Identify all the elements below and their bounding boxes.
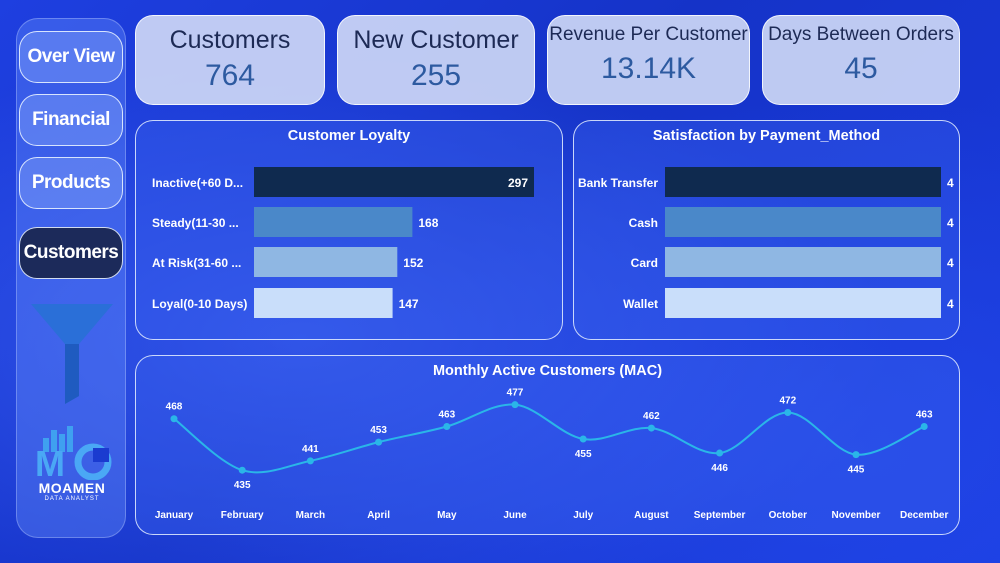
mac-data-point [306,457,314,465]
kpi-days-between-orders-card: Days Between Orders 45 [762,15,960,105]
loyalty-category-label: Loyal(0-10 Days) [152,297,247,311]
mac-data-point [647,424,655,432]
mac-title: Monthly Active Customers (MAC) [432,363,663,379]
nav-financial-button[interactable]: Financial [19,94,123,146]
satisfaction-value-label: 4 [947,216,954,230]
logo-name: MOAMEN [38,480,106,496]
kpi-revenue-value: 13.14K [600,52,697,85]
mac-x-tick-label: February [221,510,264,521]
mac-x-tick-label: July [573,510,593,521]
satisfaction-category-label: Bank Transfer [578,176,658,190]
mac-x-tick-label: May [437,510,457,521]
mac-x-tick-label: April [367,510,390,521]
satisfaction-category-label: Cash [629,216,658,230]
satisfaction-chart: Bank Transfer 4 Cash 4 Card 4 Wallet 4 [578,167,954,318]
mac-value-label: 453 [370,425,387,436]
mac-value-label: 441 [302,444,319,455]
mac-value-label: 468 [166,402,183,413]
mac-data-point [170,415,178,423]
loyalty-bar [254,288,393,318]
mac-data-point [716,449,724,457]
kpi-customers-card: Customers 764 [135,15,325,105]
satisfaction-title: Satisfaction by Payment_Method [652,128,881,144]
mac-data-point [579,435,587,443]
loyalty-bar [254,247,398,277]
loyalty-bar [254,167,534,197]
kpi-revenue-title: Revenue Per Customer [549,24,748,45]
satisfaction-bar [665,207,941,237]
nav-overview-button[interactable]: Over View [19,31,123,83]
mac-data-point [784,408,792,416]
satisfaction-value-label: 4 [947,256,954,270]
satisfaction-bar [665,288,941,318]
loyalty-value-label: 297 [508,176,528,190]
kpi-customers-title: Customers [169,26,291,54]
logo-subtitle: DATA ANALYST [44,496,100,502]
kpi-new-customer-title: New Customer [353,26,519,54]
loyalty-value-label: 168 [418,216,438,230]
mac-panel: Monthly Active Customers (MAC) 468 Januar… [135,355,960,535]
mac-data-point [238,466,246,474]
svg-text:M: M [35,443,65,480]
mac-value-label: 446 [711,463,728,474]
kpi-new-customer-card: New Customer 255 [337,15,535,105]
mac-x-tick-label: November [832,510,881,521]
mac-chart: 468 January 435 February 441 March 453 April 463… [155,388,949,521]
sidebar: Over View Financial Products Customers M… [16,18,126,538]
mac-data-point [443,423,451,431]
loyalty-category-label: At Risk(31-60 ... [152,256,241,270]
satisfaction-value-label: 4 [947,297,954,311]
loyalty-category-label: Steady(11-30 ... [152,216,239,230]
nav-products-button[interactable]: Products [19,157,123,209]
loyalty-bar [254,207,413,237]
mac-data-point [511,401,519,409]
satisfaction-bar [665,247,941,277]
loyalty-value-label: 147 [399,297,419,311]
mac-series-line [173,403,925,474]
mac-data-point [920,423,928,431]
satisfaction-panel: Satisfaction by Payment_Method Bank Tran… [573,120,960,340]
satisfaction-value-label: 4 [947,176,954,190]
customer-loyalty-title: Customer Loyalty [287,128,411,144]
mac-value-label: 445 [848,465,865,476]
mac-x-tick-label: March [296,510,325,521]
kpi-revenue-per-customer-card: Revenue Per Customer 13.14K [547,15,750,105]
mac-data-point [852,451,860,459]
loyalty-category-label: Inactive(+60 D... [152,176,243,190]
mac-value-label: 455 [575,449,592,460]
mac-data-point [375,438,383,446]
loyalty-value-label: 152 [403,256,423,270]
mac-x-tick-label: December [900,510,948,521]
customer-loyalty-chart: Inactive(+60 D... 297 Steady(11-30 ... 168 A… [152,167,534,318]
satisfaction-category-label: Card [631,256,658,270]
logo-icon: M [35,426,112,484]
mac-x-tick-label: October [769,510,807,521]
filter-funnel-icon[interactable] [31,304,113,404]
mac-x-tick-label: August [634,510,669,521]
kpi-customers-value: 764 [204,59,256,92]
brand-logo: M MOAMEN DATA ANALYST [25,424,119,514]
nav-customers-button[interactable]: Customers [19,227,123,279]
mac-x-tick-label: June [503,510,527,521]
satisfaction-bar [665,167,941,197]
customer-loyalty-panel: Customer Loyalty Inactive(+60 D... 297 Ste… [135,120,563,340]
mac-value-label: 462 [643,411,660,422]
mac-value-label: 463 [438,410,455,421]
kpi-days-title: Days Between Orders [768,24,954,45]
mac-x-tick-label: September [694,510,746,521]
mac-value-label: 435 [234,480,251,491]
mac-value-label: 477 [507,388,524,399]
mac-x-tick-label: January [155,510,194,521]
mac-value-label: 472 [779,395,796,406]
satisfaction-category-label: Wallet [623,297,658,311]
kpi-new-customer-value: 255 [410,59,462,92]
kpi-days-value: 45 [844,52,878,85]
mac-value-label: 463 [916,410,933,421]
